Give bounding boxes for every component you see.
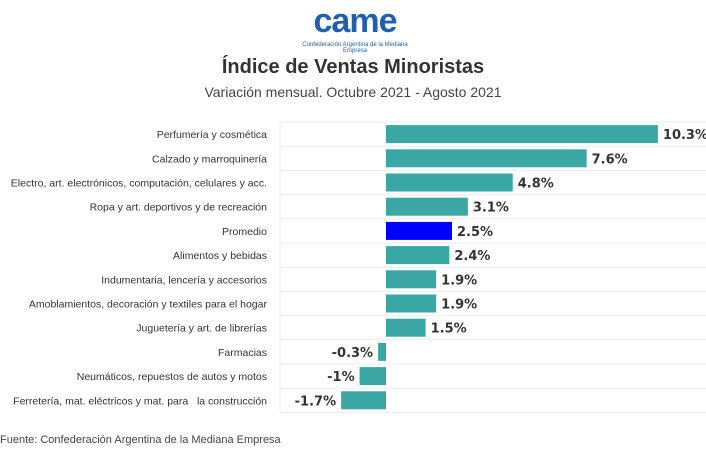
category-label: Alimentos y bebidas bbox=[173, 250, 267, 262]
category-label: Indumentaria, lencería y accesorios bbox=[101, 274, 267, 286]
category-label: Promedio bbox=[222, 226, 267, 238]
data-label: -0.3% bbox=[332, 346, 373, 361]
logo-wordmark: came bbox=[313, 2, 398, 40]
category-label: Amoblamientos, decoración y textiles par… bbox=[29, 299, 268, 311]
came-logo: came Confederación Argentina de la Media… bbox=[290, 0, 420, 54]
data-label: -1% bbox=[327, 370, 354, 385]
data-label: 1.9% bbox=[441, 298, 477, 313]
bar bbox=[386, 270, 437, 289]
category-label: Neumáticos, repuestos de autos y motos bbox=[77, 371, 267, 383]
category-label: Ferretería, mat. eléctricos y mat. para … bbox=[13, 395, 267, 407]
category-label: Electro, art. electrónicos, computación,… bbox=[11, 178, 267, 190]
bar bbox=[386, 318, 426, 337]
category-labels: Perfumería y cosmética Calzado y marroqui… bbox=[11, 129, 268, 407]
bar bbox=[386, 197, 468, 216]
category-label: Farmacias bbox=[218, 347, 267, 359]
data-label: 2.5% bbox=[457, 225, 493, 240]
bar bbox=[386, 125, 658, 144]
source-note: Fuente: Confederación Argentina de la Me… bbox=[0, 434, 281, 446]
bar bbox=[386, 149, 587, 168]
logo-subtitle: Confederación Argentina de la Mediana Em… bbox=[302, 42, 408, 54]
data-label: 1.9% bbox=[441, 273, 477, 288]
data-label: 7.6% bbox=[592, 152, 628, 167]
bar bbox=[359, 367, 386, 386]
category-label: Juguetería y art. de librerías bbox=[136, 323, 267, 335]
bar bbox=[386, 221, 452, 240]
chart-subtitle: Variación mensual. Octubre 2021 - Agosto… bbox=[204, 84, 502, 100]
bar bbox=[378, 342, 386, 361]
data-label: 2.4% bbox=[454, 249, 490, 264]
value-labels: 10.3% 7.6% 4.8% 3.1% 2.5% 2.4% 1.9% 1.9% 1.5% -0.… bbox=[295, 128, 706, 409]
category-label: Ropa y art. deportivos y de recreación bbox=[90, 202, 268, 214]
bar bbox=[386, 294, 437, 313]
bar bbox=[386, 173, 513, 192]
category-label: Calzado y marroquinería bbox=[152, 153, 267, 165]
data-label: 4.8% bbox=[518, 177, 554, 192]
data-label: 1.5% bbox=[431, 322, 467, 337]
chart-title: Índice de Ventas Minoristas bbox=[221, 56, 485, 78]
bar bbox=[386, 246, 450, 265]
gridlines bbox=[279, 121, 706, 413]
bars bbox=[341, 125, 658, 410]
data-label: 10.3% bbox=[663, 128, 706, 143]
data-label: 3.1% bbox=[473, 201, 509, 216]
bar bbox=[341, 391, 386, 410]
data-label: -1.7% bbox=[295, 394, 336, 409]
category-label: Perfumería y cosmética bbox=[157, 129, 267, 141]
